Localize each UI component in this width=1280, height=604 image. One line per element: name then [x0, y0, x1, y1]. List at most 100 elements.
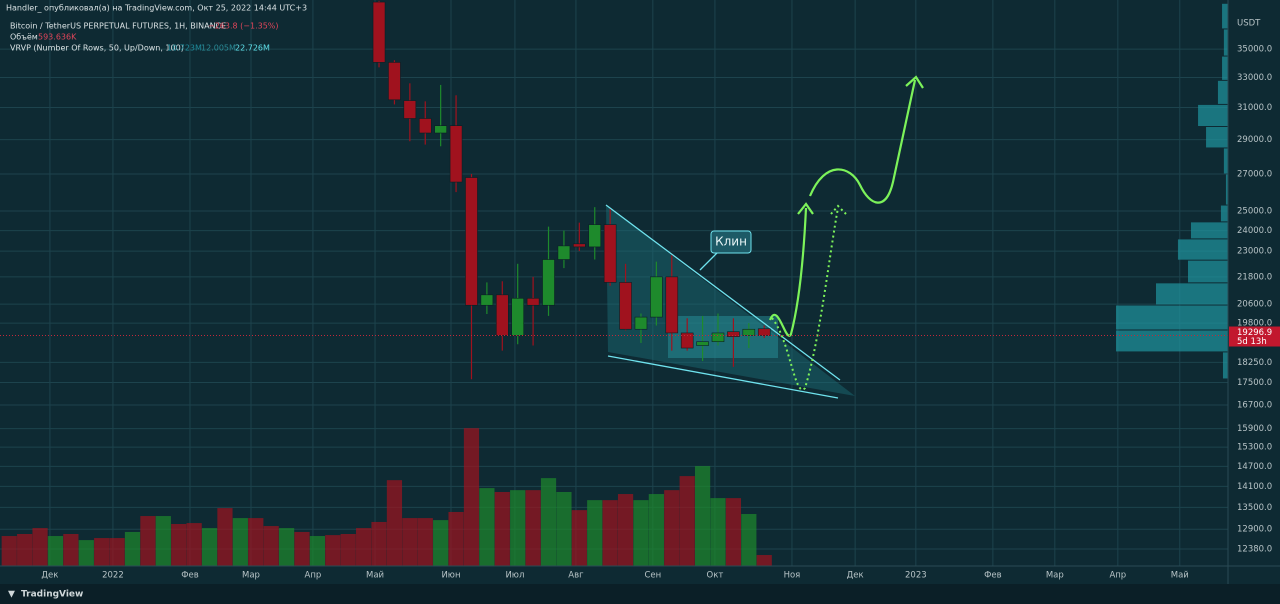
x-tick-label: Апр	[305, 571, 322, 581]
x-tick-label: Май	[1171, 571, 1189, 581]
volume-bar	[340, 533, 356, 566]
y-tick-label: 20600.0	[1237, 300, 1272, 310]
volume-bar	[47, 536, 64, 566]
volume-name: Объём	[10, 33, 38, 42]
volume-bar	[386, 480, 403, 566]
y-tick-label: 23000.0	[1237, 247, 1272, 257]
y-tick-label: 14100.0	[1237, 482, 1272, 492]
volume-bar	[248, 518, 264, 566]
candle-body	[742, 328, 756, 336]
volume-bar	[155, 516, 171, 566]
profile-bar	[1222, 3, 1228, 29]
change: −263.8 (−1.35%)	[208, 22, 279, 31]
profile-bar	[1225, 174, 1228, 205]
x-tick-label: Июл	[505, 571, 524, 581]
candle-body	[557, 245, 571, 260]
profile-bar	[1116, 330, 1228, 352]
candle-body	[542, 259, 555, 306]
volume-bar	[109, 538, 125, 566]
volume-bar	[587, 500, 603, 566]
profile-bar	[1206, 126, 1228, 148]
x-tick-label: 2023	[905, 571, 927, 581]
profile-bar	[1223, 148, 1228, 174]
volume-bar	[725, 498, 742, 566]
candle-body	[372, 1, 386, 63]
footer-bar	[0, 584, 1280, 604]
candle-body	[388, 62, 401, 101]
volume-bar	[371, 521, 387, 566]
volume-bar	[201, 528, 218, 566]
y-tick-label: 33000.0	[1237, 73, 1272, 83]
y-tick-label: 15300.0	[1237, 443, 1272, 453]
arrow	[768, 207, 808, 337]
candle-body	[480, 294, 494, 306]
volume-bar	[448, 511, 464, 566]
y-tick-label: 27000.0	[1237, 169, 1272, 179]
volume-bar	[217, 508, 233, 566]
volume-bar	[356, 528, 372, 566]
y-tick-label: 19800.0	[1237, 319, 1272, 329]
candle-body	[603, 224, 617, 283]
last-price-label: 19296.9	[1237, 328, 1272, 338]
grid	[0, 0, 1228, 566]
x-tick-label: Дек	[847, 571, 864, 581]
wedge-fill	[606, 205, 855, 396]
y-tick-label: 35000.0	[1237, 45, 1272, 55]
author-line: Handler_ опубликовал(а) на TradingView.c…	[6, 4, 307, 13]
y-tick-label: 14700.0	[1237, 462, 1272, 472]
candle-body	[526, 297, 540, 306]
volume-bar	[63, 533, 79, 566]
volume-bar	[417, 518, 433, 566]
y-tick-label: 13500.0	[1237, 503, 1272, 513]
volume-bar	[124, 531, 141, 566]
candle-body	[511, 297, 525, 336]
axes: 35000.0 33000.0 31000.0 29000.0 27000.0 25000…	[41, 45, 1272, 581]
volume-bar	[756, 555, 772, 566]
candle-body	[465, 177, 478, 306]
arrow	[808, 79, 917, 204]
callout-pointer	[699, 251, 719, 271]
volume-bar	[664, 490, 680, 566]
candle-body	[665, 276, 679, 334]
candle-body	[495, 294, 509, 336]
volume-bar	[741, 514, 757, 566]
profile-bar	[1198, 104, 1228, 126]
volume-bar	[633, 500, 649, 566]
x-tick-label: Мар	[242, 571, 260, 581]
vrvp-up: 10.723M	[167, 44, 202, 53]
volume-bar	[433, 520, 449, 566]
arrowhead	[905, 75, 924, 89]
x-tick-label: Сен	[644, 571, 661, 581]
candle-body	[711, 332, 725, 343]
candles	[0, 0, 1228, 380]
volume-bar	[232, 518, 248, 566]
volume-bar	[294, 531, 310, 566]
profile-bar	[1188, 260, 1228, 283]
dotted-arrow	[771, 207, 839, 391]
volume-bar	[510, 490, 526, 566]
volume-bar	[602, 500, 618, 566]
volume-bar	[140, 516, 156, 566]
profile-bar	[1222, 352, 1228, 379]
y-tick-label: 29000.0	[1237, 135, 1272, 145]
footer-brand: TradingView	[21, 590, 83, 600]
price-axis	[1228, 0, 1280, 584]
y-tick-label: 18250.0	[1237, 358, 1272, 368]
profile-bar	[1222, 56, 1228, 80]
candle-body	[727, 331, 740, 337]
profile-bar	[1190, 222, 1228, 239]
volume-bar	[171, 524, 187, 566]
candle-body	[696, 341, 709, 346]
x-tick-label: Авг	[568, 571, 584, 581]
volume-bar	[186, 523, 202, 566]
profile-bar	[1177, 239, 1228, 260]
volume-bar	[463, 428, 480, 566]
volume-bar	[263, 526, 279, 566]
volume-bar	[617, 494, 634, 566]
callout-label: Клин	[715, 235, 747, 249]
volume-bar	[710, 498, 726, 566]
candle-body	[449, 125, 463, 183]
volume-bar	[309, 536, 326, 566]
volume-pane	[1, 428, 772, 566]
